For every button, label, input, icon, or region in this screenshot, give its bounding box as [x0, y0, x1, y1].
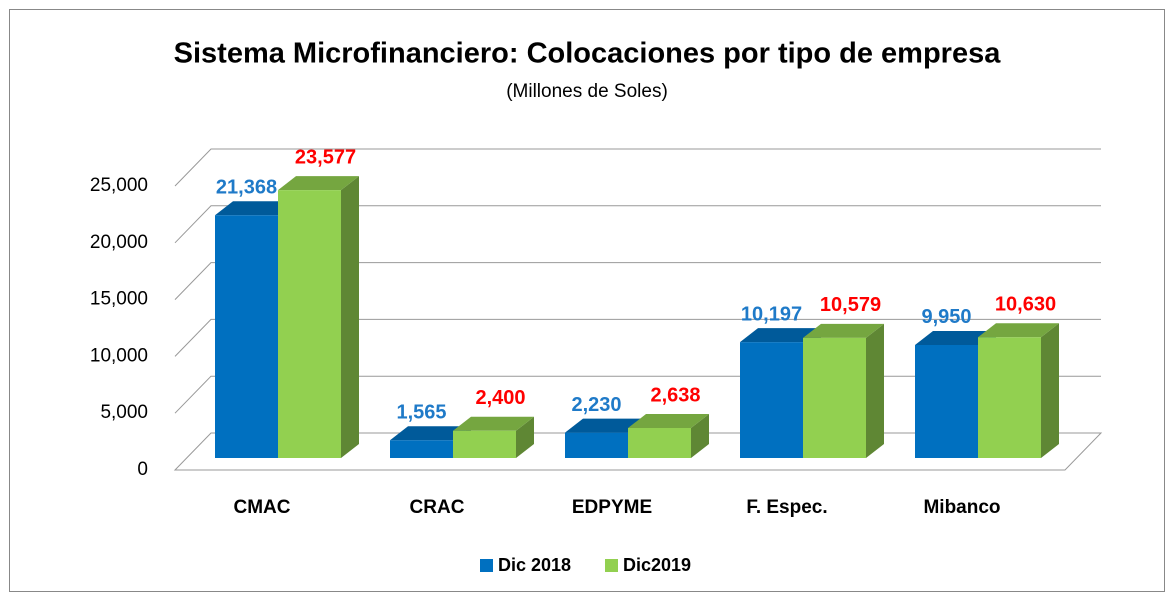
bar-top	[978, 323, 1059, 338]
bar-front	[628, 428, 691, 458]
bar-front	[453, 430, 516, 458]
legend-swatch	[480, 559, 493, 572]
data-label: 10,630	[995, 294, 1056, 316]
bar-front	[740, 342, 803, 458]
grid-line	[174, 148, 1101, 187]
legend-swatch	[605, 559, 618, 572]
data-label: 10,579	[820, 294, 881, 316]
bar	[278, 176, 359, 458]
x-tick-label: CRAC	[410, 497, 465, 518]
data-label: 2,638	[650, 384, 700, 406]
chart-subtitle: (Millones de Soles)	[506, 81, 668, 102]
bar-front	[978, 337, 1041, 458]
bar-front	[915, 344, 978, 458]
y-tick-label: 5,000	[100, 402, 148, 423]
bar-side	[1041, 323, 1059, 458]
y-tick-label: 0	[137, 459, 148, 480]
bar-side	[516, 416, 534, 458]
bar-top	[740, 328, 821, 343]
legend-label: Dic 2018	[498, 555, 571, 575]
bar-front	[278, 190, 341, 458]
data-label: 2,400	[475, 387, 525, 409]
data-label: 1,565	[396, 402, 446, 424]
data-label: 2,230	[571, 394, 621, 416]
bar-side	[691, 414, 709, 458]
bar	[978, 323, 1059, 458]
chart-title: Sistema Microfinanciero: Colocaciones po…	[174, 38, 1002, 70]
chart-border	[9, 9, 1165, 592]
bar-top	[278, 176, 359, 191]
legend-label: Dic2019	[623, 555, 691, 575]
x-tick-label: Mibanco	[923, 497, 1000, 518]
bar	[628, 414, 709, 458]
floor	[173, 432, 1103, 471]
bar-side	[341, 176, 359, 458]
bar	[803, 323, 884, 458]
bar	[453, 416, 534, 458]
bar-side	[866, 323, 884, 458]
bar-top	[803, 323, 884, 338]
bar-top	[453, 416, 534, 431]
bar-front	[803, 337, 866, 458]
y-tick-label: 25,000	[90, 175, 148, 196]
y-tick-label: 20,000	[90, 232, 148, 253]
x-tick-label: F. Espec.	[746, 497, 827, 518]
bar-top	[215, 201, 296, 216]
bar-front	[390, 440, 453, 458]
y-tick-label: 10,000	[90, 345, 148, 366]
bar-top	[628, 414, 709, 429]
y-tick-label: 15,000	[90, 289, 148, 310]
bar-front	[215, 215, 278, 458]
data-label: 21,368	[216, 177, 277, 199]
grid-line	[174, 318, 1101, 357]
bar-top	[390, 426, 471, 441]
bar-top	[565, 418, 646, 433]
data-label: 23,577	[295, 146, 356, 168]
data-label: 9,950	[921, 306, 971, 328]
grid-line	[174, 205, 1101, 244]
grid-line	[174, 262, 1101, 300]
data-label: 10,197	[741, 303, 802, 325]
bar-top	[915, 330, 996, 345]
x-tick-label: CMAC	[234, 497, 291, 518]
x-tick-label: EDPYME	[572, 497, 652, 518]
bar-front	[565, 432, 628, 458]
